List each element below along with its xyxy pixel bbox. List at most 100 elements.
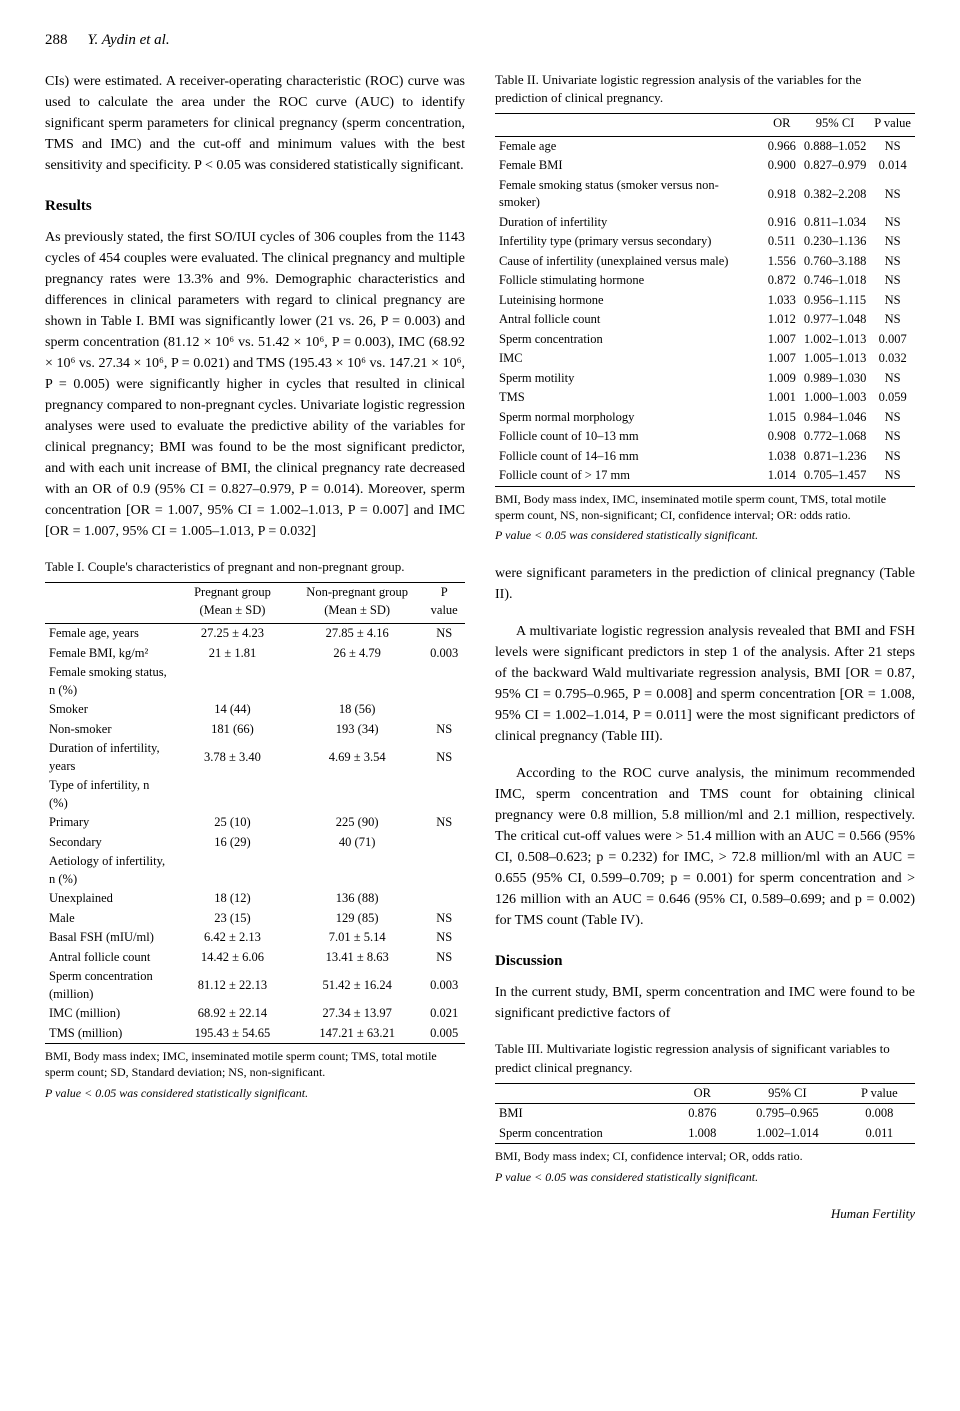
table-cell: NS <box>870 252 915 272</box>
table-cell <box>291 852 424 889</box>
table-cell: 0.900 <box>764 156 800 176</box>
discussion-heading: Discussion <box>495 951 915 972</box>
table-cell: 1.015 <box>764 408 800 428</box>
table-cell: 0.011 <box>844 1124 915 1144</box>
table-cell-label: Female age <box>495 136 764 156</box>
table1-header-p: P value <box>423 583 465 624</box>
table-cell <box>423 889 465 909</box>
table-cell-label: Unexplained <box>45 889 174 909</box>
table3-note1: BMI, Body mass index; CI, confidence int… <box>495 1148 915 1164</box>
table-cell-label: Aetiology of infertility, n (%) <box>45 852 174 889</box>
table2-header-or: OR <box>764 114 800 137</box>
table1-header-npreg: Non-pregnant group (Mean ± SD) <box>291 583 424 624</box>
table-cell <box>174 776 291 813</box>
table-row: Sperm motility1.0090.989–1.030NS <box>495 369 915 389</box>
table-cell: 14 (44) <box>174 700 291 720</box>
table-cell: 0.811–1.034 <box>800 213 870 233</box>
table-cell: NS <box>423 928 465 948</box>
table-cell-label: Luteinising hormone <box>495 291 764 311</box>
table-cell: NS <box>870 466 915 486</box>
table-row: Smoker14 (44)18 (56) <box>45 700 465 720</box>
table-cell-label: Antral follicle count <box>495 310 764 330</box>
table-cell-label: Duration of infertility <box>495 213 764 233</box>
table-cell-label: Secondary <box>45 833 174 853</box>
results-heading: Results <box>45 196 465 217</box>
table-row: Basal FSH (mIU/ml)6.42 ± 2.137.01 ± 5.14… <box>45 928 465 948</box>
table-cell-label: Duration of infertility, years <box>45 739 174 776</box>
table-cell-label: Female smoking status (smoker versus non… <box>495 176 764 213</box>
table-cell: 0.705–1.457 <box>800 466 870 486</box>
table-row: Female age, years27.25 ± 4.2327.85 ± 4.1… <box>45 624 465 644</box>
table2-note2: P value < 0.05 was considered statistica… <box>495 527 915 543</box>
table-cell: 26 ± 4.79 <box>291 644 424 664</box>
table-row: Primary25 (10)225 (90)NS <box>45 813 465 833</box>
table-cell: 0.746–1.018 <box>800 271 870 291</box>
table-cell-label: Non-smoker <box>45 720 174 740</box>
table-cell: NS <box>870 232 915 252</box>
table-cell-label: Infertility type (primary versus seconda… <box>495 232 764 252</box>
table-cell: 51.42 ± 16.24 <box>291 967 424 1004</box>
table-cell: 0.872 <box>764 271 800 291</box>
table-row: Cause of infertility (unexplained versus… <box>495 252 915 272</box>
table-cell: 0.382–2.208 <box>800 176 870 213</box>
table-cell: 21 ± 1.81 <box>174 644 291 664</box>
right-para5: According to the ROC curve analysis, the… <box>495 763 915 931</box>
table-cell: NS <box>423 624 465 644</box>
table-cell: NS <box>423 813 465 833</box>
table-row: Follicle count of > 17 mm1.0140.705–1.45… <box>495 466 915 486</box>
table-cell: 0.795–0.965 <box>731 1104 844 1124</box>
right-column: Table II. Univariate logistic regression… <box>495 71 915 1185</box>
table-cell: 27.25 ± 4.23 <box>174 624 291 644</box>
table-cell: 0.021 <box>423 1004 465 1024</box>
right-para3: were significant parameters in the predi… <box>495 563 915 605</box>
table1-note1: BMI, Body mass index; IMC, inseminated m… <box>45 1048 465 1080</box>
table-cell: 195.43 ± 54.65 <box>174 1024 291 1044</box>
table-cell: 3.78 ± 3.40 <box>174 739 291 776</box>
table-cell-label: IMC <box>495 349 764 369</box>
table-cell: 0.966 <box>764 136 800 156</box>
table-cell-label: Female age, years <box>45 624 174 644</box>
table-cell <box>423 776 465 813</box>
table-cell-label: Follicle count of 10–13 mm <box>495 427 764 447</box>
table-cell: 0.059 <box>870 388 915 408</box>
table-row: IMC1.0071.005–1.0130.032 <box>495 349 915 369</box>
table-cell-label: Antral follicle count <box>45 948 174 968</box>
table-row: IMC (million)68.92 ± 22.1427.34 ± 13.970… <box>45 1004 465 1024</box>
table-cell: NS <box>870 213 915 233</box>
table-cell: 193 (34) <box>291 720 424 740</box>
table-cell-label: Sperm concentration <box>495 330 764 350</box>
table-cell: 27.85 ± 4.16 <box>291 624 424 644</box>
table-cell: 0.977–1.048 <box>800 310 870 330</box>
table1-header-preg: Pregnant group (Mean ± SD) <box>174 583 291 624</box>
table-cell-label: BMI <box>495 1104 673 1124</box>
table-cell-label: Sperm motility <box>495 369 764 389</box>
table-cell-label: Follicle count of 14–16 mm <box>495 447 764 467</box>
table3-header-or: OR <box>673 1083 731 1104</box>
table-row: TMS1.0011.000–1.0030.059 <box>495 388 915 408</box>
table-cell: 0.511 <box>764 232 800 252</box>
table-cell-label: TMS <box>495 388 764 408</box>
table-cell: 0.230–1.136 <box>800 232 870 252</box>
table-cell-label: Female BMI, kg/m² <box>45 644 174 664</box>
table-cell-label: Sperm normal morphology <box>495 408 764 428</box>
table-cell <box>174 663 291 700</box>
table-cell: 0.007 <box>870 330 915 350</box>
table-row: Non-smoker181 (66)193 (34)NS <box>45 720 465 740</box>
left-column: CIs) were estimated. A receiver-operatin… <box>45 71 465 1185</box>
author-name: Y. Aydin et al. <box>88 30 170 51</box>
table1: Pregnant group (Mean ± SD) Non-pregnant … <box>45 582 465 1044</box>
table2-caption: Table II. Univariate logistic regression… <box>495 71 915 107</box>
table-cell: 0.772–1.068 <box>800 427 870 447</box>
table-cell <box>423 852 465 889</box>
table-cell: NS <box>423 720 465 740</box>
table-cell: 0.918 <box>764 176 800 213</box>
table-cell: 0.888–1.052 <box>800 136 870 156</box>
table-cell: 7.01 ± 5.14 <box>291 928 424 948</box>
table-cell <box>291 663 424 700</box>
table-cell: 6.42 ± 2.13 <box>174 928 291 948</box>
table-cell-label: Smoker <box>45 700 174 720</box>
table-cell: 13.41 ± 8.63 <box>291 948 424 968</box>
table-cell-label: Male <box>45 909 174 929</box>
table-cell: 0.003 <box>423 644 465 664</box>
table-cell: 18 (56) <box>291 700 424 720</box>
